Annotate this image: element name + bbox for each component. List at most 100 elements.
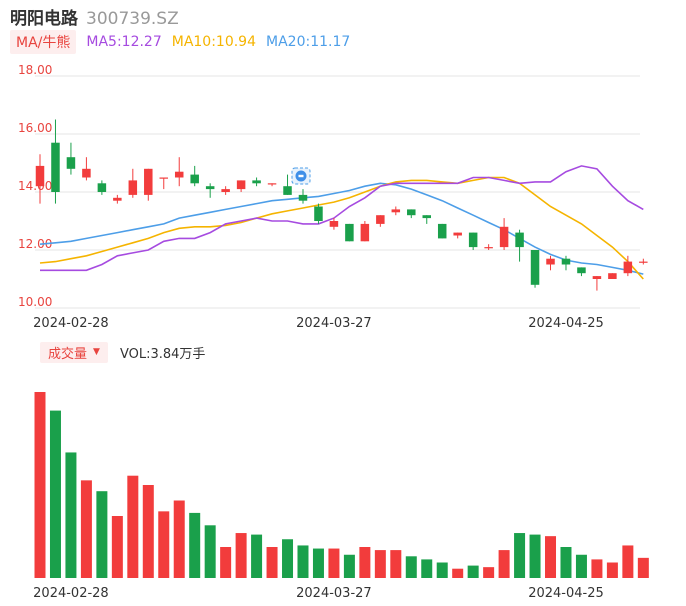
candle (82, 157, 91, 181)
candle (592, 276, 602, 291)
x-tick-label: 2024-03-27 (296, 586, 372, 601)
volume-bar (529, 534, 541, 578)
volume-bar (637, 557, 649, 578)
stock-name: 明阳电路 (10, 9, 78, 29)
x-tick-label: 2024-04-25 (528, 316, 604, 331)
volume-bar (312, 548, 324, 578)
y-tick-label: 18.00 (18, 63, 52, 77)
volume-bar (452, 568, 464, 578)
volume-bar (498, 550, 510, 578)
volume-bar (282, 539, 294, 578)
badge-icon[interactable] (291, 167, 311, 185)
y-tick-label: 14.00 (18, 179, 52, 193)
candle (561, 255, 571, 271)
candle (128, 168, 138, 198)
volume-value: VOL:3.84万手 (119, 346, 206, 362)
candle (236, 180, 246, 192)
volume-bar (575, 554, 587, 578)
x-tick-label: 2024-04-25 (528, 586, 604, 601)
volume-toggle-button[interactable]: 成交量 ▼ (40, 341, 108, 363)
candle (174, 157, 184, 187)
volume-bar (235, 533, 247, 578)
volume-bar (49, 410, 61, 578)
candle (113, 194, 122, 204)
volume-bar (96, 491, 108, 578)
candle (66, 142, 76, 175)
volume-bar (421, 559, 433, 578)
volume-bar (545, 536, 557, 578)
stock-header: 明阳电路 300739.SZ (10, 4, 179, 29)
volume-bar (189, 512, 201, 578)
volume-bar (297, 545, 309, 578)
candle (437, 223, 447, 239)
volume-bar (204, 525, 216, 578)
ma5-legend: MA5:12.27 (86, 34, 162, 50)
volume-bar (328, 548, 340, 578)
x-tick-label: 2024-03-27 (296, 316, 372, 331)
candle (407, 209, 416, 219)
candle (515, 229, 524, 262)
ma-lines (39, 165, 644, 280)
ma20-line (39, 182, 644, 275)
candle (422, 215, 431, 224)
y-tick-label: 10.00 (18, 295, 52, 309)
volume-x-ticks: 2024-02-28 2024-03-27 2024-04-25 (33, 586, 604, 601)
volume-bar (560, 547, 572, 578)
volume-bar (405, 556, 417, 578)
candle (499, 218, 509, 250)
candle (159, 177, 169, 190)
ma5-line (40, 165, 644, 272)
price-x-ticks: 2024-02-28 2024-03-27 2024-04-25 (33, 316, 604, 331)
candle (205, 183, 215, 198)
price-y-ticks: 18.00 16.00 14.00 12.00 10.00 (18, 63, 52, 309)
candle (391, 206, 401, 216)
candle (314, 203, 323, 224)
x-tick-label: 2024-02-28 (33, 586, 109, 601)
volume-bar (266, 547, 278, 578)
candle (376, 215, 385, 227)
candle (329, 218, 339, 230)
volume-bar (251, 534, 263, 578)
y-tick-label: 12.00 (18, 237, 52, 251)
volume-bar (34, 392, 46, 578)
candle (345, 223, 354, 242)
candle (453, 232, 462, 239)
ma-legend: MA/牛熊 MA5:12.27 MA10:10.94 MA20:11.17 (10, 30, 350, 54)
candle (468, 232, 478, 250)
volume-bar (622, 545, 634, 578)
candle (267, 183, 277, 187)
ma-toggle-button[interactable]: MA/牛熊 (10, 30, 77, 54)
candle (608, 273, 617, 279)
candles (35, 119, 648, 291)
candle (144, 168, 153, 201)
candle (484, 244, 493, 250)
stock-code: 300739.SZ (86, 9, 179, 29)
volume-bars (34, 392, 649, 578)
volume-bar (80, 480, 92, 578)
volume-bar (343, 554, 355, 578)
y-tick-label: 16.00 (18, 121, 52, 135)
candle (577, 267, 586, 277)
candle (360, 221, 370, 242)
candle (298, 189, 308, 204)
volume-bar (591, 559, 603, 578)
volume-bar (359, 547, 371, 578)
volume-bar (436, 562, 448, 578)
volume-legend: 成交量 ▼ VOL:3.84万手 (40, 341, 205, 363)
caret-down-icon: ▼ (93, 347, 100, 357)
volume-bar (111, 516, 123, 578)
volume-bar (467, 565, 479, 578)
candle (546, 255, 555, 271)
volume-bar (127, 475, 139, 578)
candle (97, 180, 107, 195)
volume-bar (142, 485, 154, 578)
candle (35, 154, 45, 204)
volume-toggle-label: 成交量 (48, 346, 88, 362)
ma10-line (39, 176, 644, 280)
volume-bar (606, 562, 618, 578)
volume-bar (65, 452, 77, 578)
x-tick-label: 2024-02-28 (33, 316, 109, 331)
candle (639, 258, 648, 265)
candle (221, 186, 230, 195)
